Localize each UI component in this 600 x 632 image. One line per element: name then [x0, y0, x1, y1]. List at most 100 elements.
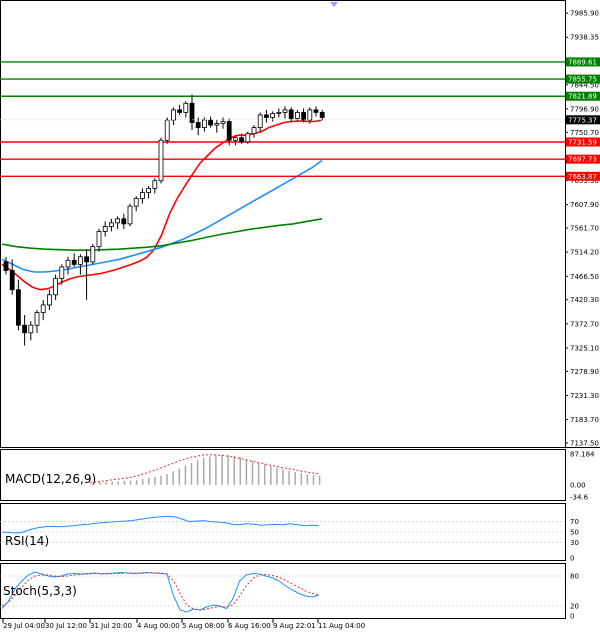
price-tick-label: 7938.35: [570, 34, 599, 42]
macd-signal-line: [89, 454, 320, 484]
candle-body: [232, 137, 238, 141]
candle-body: [47, 294, 52, 306]
candle-body: [152, 180, 158, 189]
price-tick-label: 7561.70: [570, 225, 599, 233]
candle-body: [208, 119, 214, 126]
rsi-tick-label: 70: [570, 518, 579, 526]
macd-panel-frame: [0, 449, 566, 501]
macd-tick-label: 0.00: [570, 481, 586, 489]
candle-body: [245, 133, 251, 143]
level-tag-label: 7663.87: [568, 173, 597, 181]
candle-body: [78, 256, 83, 265]
level-tag: [566, 57, 600, 67]
candle-body: [177, 109, 183, 113]
level-tag-label: 7855.75: [568, 76, 597, 84]
candle-body: [3, 261, 9, 271]
candle-body: [84, 256, 89, 263]
macd-label: MACD(12,26,9): [5, 472, 96, 486]
time-tick-label: 29 Jul 04:00: [3, 622, 45, 630]
stoch-panel-frame: [0, 563, 566, 619]
candle-body: [15, 289, 21, 326]
macd-tick-label: -34.6: [570, 494, 589, 502]
time-tick-label: 5 Aug 08:00: [182, 622, 225, 630]
candle-body: [214, 123, 220, 126]
level-tag-label: 7821.89: [568, 93, 597, 101]
candle-body: [59, 266, 65, 279]
candle-body: [127, 205, 133, 225]
candle-body: [90, 246, 96, 263]
candle-body: [22, 324, 28, 334]
price-tick-label: 7796.90: [570, 105, 599, 113]
main-panel-frame: [0, 0, 566, 448]
candle-body: [183, 102, 189, 113]
candle-body: [319, 112, 325, 118]
price-tick-label: 7750.70: [570, 129, 599, 137]
candle-body: [71, 259, 77, 265]
rsi-line: [1, 515, 319, 534]
stoch-tick-label: 20: [570, 603, 579, 611]
level-tag: [566, 137, 600, 147]
candle-body: [263, 114, 269, 118]
price-tick-label: 7514.20: [570, 249, 599, 257]
price-tick-label: 7137.50: [570, 440, 599, 448]
level-tag: [566, 154, 600, 164]
level-tag-label: 7889.61: [568, 58, 597, 66]
level-tag-label: 7731.59: [568, 138, 597, 146]
candle-body: [282, 109, 288, 113]
candle-body: [301, 112, 307, 121]
candle-body: [294, 112, 300, 119]
price-tick-label: 7655.30: [570, 177, 599, 185]
candle-body: [170, 109, 176, 121]
candle-body: [133, 198, 139, 207]
price-tick-label: 7844.50: [570, 81, 599, 89]
macd-tick-label: 87.184: [570, 451, 595, 459]
price-tick-label: 7985.90: [570, 10, 599, 18]
level-tag: [566, 74, 600, 84]
price-tick-label: 7278.90: [570, 368, 599, 376]
candle-body: [96, 231, 102, 248]
candle-body: [102, 225, 108, 232]
candle-body: [158, 139, 164, 182]
candle-body: [164, 119, 170, 141]
candle-body: [40, 304, 46, 313]
level-tag: [566, 91, 600, 101]
candle-body: [139, 192, 145, 199]
candle-body: [313, 109, 319, 113]
moving-average-line: [1, 218, 323, 251]
candle-body: [226, 121, 232, 141]
candle-body: [115, 218, 120, 224]
candle-body: [239, 137, 245, 143]
candle-body: [65, 259, 71, 268]
candle-body: [307, 109, 313, 121]
price-tick-label: 7372.70: [570, 320, 599, 328]
price-tick-label: 7325.10: [570, 344, 599, 352]
candle-body: [28, 324, 34, 334]
candle-body: [251, 127, 257, 135]
price-tick-label: 7231.30: [570, 392, 599, 400]
level-tag-label: 7697.73: [568, 156, 597, 164]
time-tick-label: 11 Aug 04:00: [318, 622, 365, 630]
candle-body: [288, 109, 294, 119]
rsi-tick-label: 30: [570, 539, 579, 547]
stoch-tick-label: 0: [570, 613, 574, 621]
price-tick-label: 7466.50: [570, 273, 599, 281]
time-tick-label: 30 Jul 12:00: [45, 622, 87, 630]
candle-body: [34, 312, 40, 326]
price-tick-label: 7420.30: [570, 296, 599, 304]
time-tick-label: 6 Aug 16:00: [228, 622, 271, 630]
price-tick-label: 7183.70: [570, 416, 599, 424]
candle-body: [109, 222, 114, 227]
candle-body: [53, 278, 58, 296]
rsi-label: RSI(14): [5, 534, 49, 548]
price-tick-label: 7607.90: [570, 201, 599, 209]
candle-body: [257, 114, 263, 129]
rsi-tick-label: 50: [570, 529, 579, 537]
rsi-tick-label: 0: [570, 555, 574, 563]
current-price-tag: [566, 115, 600, 125]
candle-body: [276, 112, 282, 114]
candle-body: [270, 113, 276, 118]
time-tick-label: 9 Aug 22:01: [273, 622, 316, 630]
moving-average-line: [1, 159, 323, 273]
current-price-label: 7775.37: [568, 116, 597, 124]
